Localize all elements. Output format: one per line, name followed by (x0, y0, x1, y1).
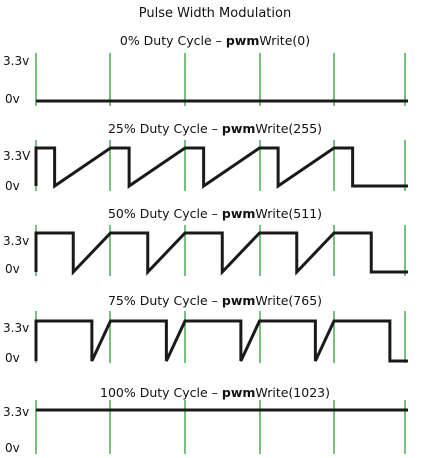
caption-bold: pwm (222, 206, 256, 221)
high-level-label: 3.3v (3, 405, 29, 419)
low-level-label: 0v (5, 92, 20, 106)
caption-prefix: 25% Duty Cycle – (108, 121, 222, 136)
pwm-panel: 50% Duty Cycle – pwmWrite(511) 3.3v 0v (3, 206, 408, 276)
low-level-label: 0v (5, 262, 20, 276)
pwm-panel: 0% Duty Cycle – pwmWrite(0) 3.3v 0v (3, 33, 408, 106)
panel-caption: 100% Duty Cycle – pwmWrite(1023) (100, 385, 330, 400)
diagram-title: Pulse Width Modulation (139, 6, 291, 21)
low-level-label: 0v (5, 179, 20, 193)
caption-prefix: 75% Duty Cycle – (108, 293, 222, 308)
caption-suffix: Write(0) (259, 33, 310, 48)
panel-caption: 25% Duty Cycle – pwmWrite(255) (108, 121, 322, 136)
caption-bold: pwm (222, 121, 256, 136)
caption-suffix: Write(511) (255, 206, 322, 221)
panel-caption: 75% Duty Cycle – pwmWrite(765) (108, 293, 322, 308)
low-level-label: 0v (5, 441, 20, 455)
high-level-label: 3.3V (3, 149, 31, 163)
caption-prefix: 50% Duty Cycle – (108, 206, 222, 221)
pwm-waveform (34, 231, 408, 276)
pwm-panel: 100% Duty Cycle – pwmWrite(1023) 3.3v 0v (3, 385, 408, 455)
panel-caption: 50% Duty Cycle – pwmWrite(511) (108, 206, 322, 221)
pwm-panel: 75% Duty Cycle – pwmWrite(765) 3.3v 0v (3, 293, 408, 365)
caption-suffix: Write(255) (255, 121, 322, 136)
high-level-label: 3.3v (3, 54, 29, 68)
caption-bold: pwm (222, 293, 256, 308)
caption-bold: pwm (222, 385, 256, 400)
caption-prefix: 0% Duty Cycle – (120, 33, 226, 48)
pwm-panel: 25% Duty Cycle – pwmWrite(255) 3.3V 0v (3, 121, 408, 193)
caption-prefix: 100% Duty Cycle – (100, 385, 222, 400)
panel-caption: 0% Duty Cycle – pwmWrite(0) (120, 33, 310, 48)
pwm-waveform (34, 146, 408, 189)
high-level-label: 3.3v (3, 321, 29, 335)
caption-bold: pwm (226, 33, 260, 48)
pwm-waveform (34, 319, 408, 363)
low-level-label: 0v (5, 351, 20, 365)
caption-suffix: Write(765) (255, 293, 322, 308)
caption-suffix: Write(1023) (255, 385, 330, 400)
high-level-label: 3.3v (3, 234, 29, 248)
